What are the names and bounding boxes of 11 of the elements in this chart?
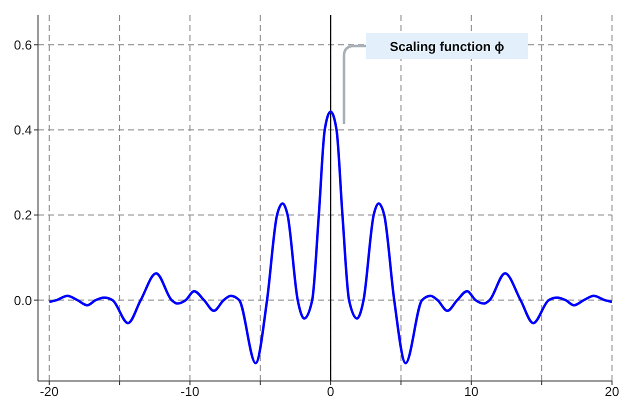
y-tick-label: 0.2 bbox=[14, 208, 32, 223]
y-tick-label: 0.6 bbox=[14, 37, 32, 52]
x-tick-label: 0 bbox=[327, 384, 334, 400]
x-tick-label: 20 bbox=[604, 384, 620, 400]
x-tick-label: 10 bbox=[464, 384, 479, 400]
x-tick-label: -10 bbox=[180, 384, 200, 400]
y-tick-label: 0.0 bbox=[14, 292, 32, 308]
y-tick-label: 0.4 bbox=[14, 122, 32, 138]
x-tick-label: -20 bbox=[40, 384, 59, 400]
annotation: Scaling function ϕ bbox=[390, 39, 504, 54]
line-series bbox=[48, 110, 612, 364]
